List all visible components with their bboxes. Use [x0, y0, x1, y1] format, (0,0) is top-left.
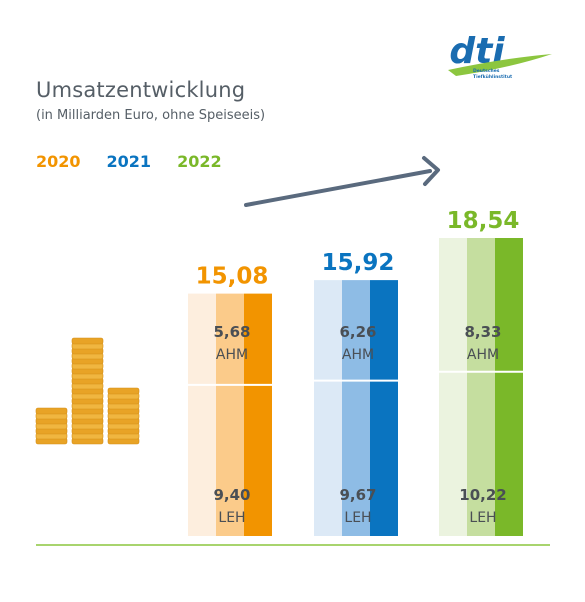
legend-2022: 2022 [177, 152, 222, 171]
bar-2021-stripe [342, 280, 370, 536]
ahm-value-2021: 6,26 [339, 323, 376, 341]
bar-2021-stripe [370, 280, 398, 536]
leh-series-label: LEH [344, 510, 371, 526]
coin-stacks-icon [35, 337, 140, 445]
bar-2020-stripe [188, 293, 216, 536]
ahm-series-label: AHM [467, 347, 499, 363]
bar-2021: 15,92 6,26 AHM 9,67 LEH [314, 250, 398, 536]
chart-subtitle: (in Milliarden Euro, ohne Speiseeis) [36, 108, 266, 123]
total-label-2020: 15,08 [196, 264, 269, 290]
leh-series-label: LEH [469, 510, 496, 526]
leh-value-2021: 9,67 [339, 486, 376, 504]
legend-2020: 2020 [36, 152, 81, 171]
legend-2021: 2021 [106, 152, 152, 171]
leh-series-label: LEH [218, 510, 245, 526]
logo-line2: Tiefkühlinstitut [473, 74, 513, 80]
bars-layer: 15,085,68AHM9,40LEH15,926,26AHM9,67LEH18… [188, 208, 523, 536]
ahm-value-2020: 5,68 [213, 323, 250, 341]
logo-line1: Deutsches [473, 68, 500, 74]
trend-arrow-icon [244, 156, 440, 207]
bar-2022-stripe [439, 238, 467, 536]
bar-2020-stripe [216, 293, 244, 536]
coin [35, 407, 68, 415]
bar-2020: 15,08 5,68 AHM 9,40 LEH [188, 264, 272, 536]
leh-value-2022: 10,22 [459, 486, 506, 504]
chart-title: Umsatzentwicklung [36, 78, 246, 102]
bar-2022-stripe [495, 238, 523, 536]
bar-2021-stripe [314, 280, 342, 536]
ahm-series-label: AHM [342, 347, 374, 363]
dti-logo: dti Deutsches Tiefkühlinstitut [448, 31, 552, 80]
coin [107, 387, 140, 395]
leh-value-2020: 9,40 [213, 486, 250, 504]
logo-swoosh-icon [448, 54, 552, 76]
legend: 2020 2021 2022 [36, 152, 222, 171]
ahm-value-2022: 8,33 [464, 323, 501, 341]
total-label-2022: 18,54 [447, 208, 520, 234]
bar-2022-stripe [467, 238, 495, 536]
coin [71, 337, 104, 345]
bar-2022: 18,54 8,33 AHM 10,22 LEH [439, 208, 523, 536]
bar-2020-stripe [244, 293, 272, 536]
ahm-series-label: AHM [216, 347, 248, 363]
total-label-2021: 15,92 [322, 250, 395, 276]
